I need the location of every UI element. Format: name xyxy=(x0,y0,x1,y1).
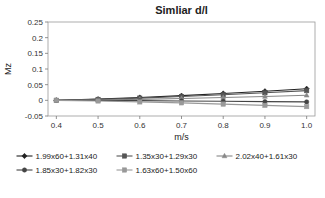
plot-area xyxy=(54,86,310,109)
x-tick xyxy=(139,116,140,119)
legend-marker xyxy=(122,154,126,158)
legend-label: 1.35x30+1.29x30 xyxy=(136,152,198,161)
x-tick-label: 0.8 xyxy=(218,121,230,130)
series-line xyxy=(56,100,306,106)
data-point xyxy=(304,88,308,92)
data-point xyxy=(96,99,100,103)
x-tick-label: 0.4 xyxy=(51,121,63,130)
x-tick-label: 0.7 xyxy=(176,121,188,130)
legend-label: 1.85x30+1.82x30 xyxy=(36,166,98,175)
data-point xyxy=(304,100,308,104)
y-axis-label: Mz xyxy=(3,63,13,75)
data-point xyxy=(96,98,100,102)
legend: 1.99x60+1.31x40 1.35x30+1.29x30 2.02x40+1.… xyxy=(17,152,298,175)
x-tick xyxy=(306,116,307,119)
y-tick-label: 0.15 xyxy=(27,49,43,58)
x-tick-label: 0.5 xyxy=(93,121,105,130)
y-tick xyxy=(45,37,48,38)
y-tick-label: -0.05 xyxy=(25,112,44,121)
y-tick xyxy=(45,53,48,54)
y-tick xyxy=(45,69,48,70)
data-point xyxy=(263,94,268,98)
data-point xyxy=(263,103,267,107)
x-tick xyxy=(98,116,99,119)
data-point xyxy=(138,100,142,104)
legend-label: 1.63x60+1.50x60 xyxy=(136,166,198,175)
y-tick-label: 0.25 xyxy=(27,18,43,27)
x-axis-label: m/s xyxy=(174,132,189,142)
x-tick xyxy=(264,116,265,119)
title: Simliar d/l xyxy=(155,4,208,16)
data-point xyxy=(54,98,59,102)
data-point xyxy=(179,101,183,105)
data-point xyxy=(54,98,58,102)
data-point xyxy=(54,98,58,102)
y-tick-label: 0 xyxy=(39,96,44,105)
y-tick xyxy=(45,84,48,85)
legend-marker xyxy=(22,153,27,158)
y-tick-label: 0.1 xyxy=(32,65,44,74)
y-tick-label: 0.2 xyxy=(32,34,44,43)
data-point xyxy=(221,102,225,106)
x-tick xyxy=(223,116,224,119)
y-tick xyxy=(45,100,48,101)
y-tick-label: 0.05 xyxy=(27,81,43,90)
legend-label: 2.02x40+1.61x30 xyxy=(236,152,298,161)
data-point xyxy=(54,98,59,103)
x-tick xyxy=(56,116,57,119)
y-tick xyxy=(45,22,48,23)
y-tick xyxy=(45,116,48,117)
data-point xyxy=(304,104,308,108)
x-tick-label: 0.9 xyxy=(259,121,271,130)
legend-marker xyxy=(222,153,227,157)
plot-frame xyxy=(48,22,315,116)
data-point xyxy=(304,93,309,97)
legend-marker xyxy=(22,168,26,172)
x-tick xyxy=(181,116,182,119)
data-point xyxy=(54,98,58,102)
data-point xyxy=(221,95,226,99)
x-tick-label: 1.0 xyxy=(301,121,313,130)
chart: Simliar d/l 0.4 0.5 0.6 0.7 0.8 0.9 1.0 -0.05 0 0.… xyxy=(0,0,325,198)
legend-label: 1.99x60+1.31x40 xyxy=(36,152,98,161)
x-tick-label: 0.6 xyxy=(134,121,146,130)
legend-marker xyxy=(122,168,126,172)
